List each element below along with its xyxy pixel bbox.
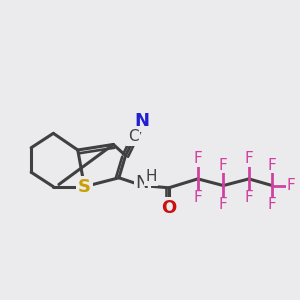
Text: F: F — [244, 190, 253, 205]
Text: N: N — [136, 174, 149, 192]
Text: F: F — [287, 178, 296, 193]
Text: F: F — [268, 197, 277, 212]
Text: F: F — [219, 158, 228, 173]
Text: H: H — [146, 169, 157, 184]
Text: S: S — [78, 178, 91, 196]
Text: F: F — [194, 190, 202, 205]
Text: O: O — [161, 199, 176, 217]
Text: N: N — [135, 112, 150, 130]
Text: F: F — [194, 152, 202, 166]
Text: F: F — [268, 158, 277, 173]
Text: C: C — [128, 129, 139, 144]
Text: F: F — [244, 152, 253, 166]
Text: F: F — [219, 197, 228, 212]
